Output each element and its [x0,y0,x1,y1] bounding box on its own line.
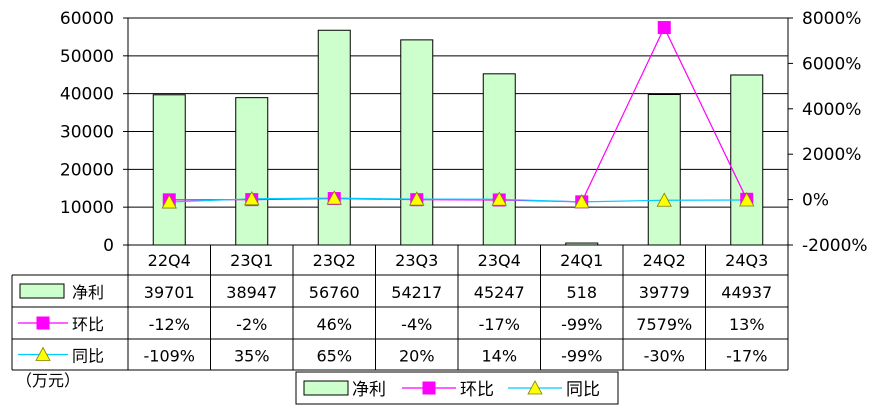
legend: 净利 环比 同比 [295,371,619,405]
left-tick-label: 40000 [60,85,114,105]
table-cell: -99% [561,315,602,334]
category-label: 24Q2 [643,251,686,270]
category-label: 22Q4 [148,251,191,270]
tongbi-point-23Q3 [409,191,425,206]
right-tick-label: 4000% [802,100,861,120]
line-series [161,21,755,209]
gridlines [128,17,788,208]
bar-22Q4 [152,94,186,246]
table-cell: 39701 [144,283,195,302]
category-label: 24Q1 [560,251,603,270]
data-table: 22Q4 23Q1 23Q2 23Q3 23Q4 24Q1 24Q2 24Q3 净利 39701 3… [11,245,789,371]
series-name: 净利 [72,283,104,302]
table-cell: 38947 [226,283,277,302]
table-cell: 65% [316,347,352,366]
category-label: 23Q3 [395,251,438,270]
right-axis: -2000% 0% 2000% 4000% 6000% 8000% [788,9,868,256]
left-tick-label: 50000 [60,47,114,67]
left-tick-label: 20000 [60,160,114,180]
table-cell: -2% [236,315,267,334]
table-cell: -17% [726,347,767,366]
table-cell: 14% [481,347,517,366]
table-cell: -17% [479,315,520,334]
table-key-marker [36,316,50,330]
table-cell: -99% [561,347,602,366]
bar-23Q2 [317,29,351,246]
legend-label: 净利 [352,380,386,400]
tongbi-point-23Q1 [244,190,260,206]
tongbi-point-22Q4 [161,194,177,209]
right-tick-label: 8000% [802,9,861,29]
legend-label: 环比 [460,380,494,400]
table-cell: 56760 [309,283,360,302]
table-cell: 518 [566,283,597,302]
left-tick-label: 10000 [60,198,114,218]
tongbi-point-24Q1 [574,194,590,209]
table-cell: 46% [316,315,352,334]
table-cell: -109% [143,347,195,366]
table-cell: 54217 [391,283,442,302]
unit-label: （万元） [16,371,80,390]
tongbi-point-23Q4 [491,191,507,206]
left-axis: 0 10000 20000 30000 40000 50000 60000 [60,9,128,256]
table-cell: 39779 [639,283,690,302]
table-cell: 13% [729,315,765,334]
right-tick-label: 0% [802,191,829,211]
category-label: 23Q1 [230,251,273,270]
category-label: 23Q4 [478,251,521,270]
tongbi-point-24Q2 [656,192,672,207]
legend-box [295,371,619,405]
tongbi-point-24Q3 [739,192,755,207]
left-tick-label: 0 [103,236,114,256]
series-name: 环比 [72,315,104,334]
table-cell: -4% [401,315,432,334]
category-label: 23Q2 [313,251,356,270]
bar-23Q4 [482,73,516,246]
right-tick-label: 6000% [802,54,861,74]
table-cell: 20% [399,347,435,366]
line-huanbi [169,26,748,203]
category-label: 24Q3 [725,251,768,270]
left-tick-label: 60000 [60,9,114,29]
table-cell: 35% [234,347,270,366]
legend-key-bar [303,380,349,396]
legend-key-marker [527,380,543,395]
table-cell: -12% [149,315,190,334]
series-name: 同比 [72,347,104,366]
bar-23Q3 [400,39,434,246]
table-cell: 7579% [636,315,692,334]
bar-series [152,29,764,246]
bar-23Q1 [235,97,269,246]
table-cell: -30% [644,347,685,366]
tongbi-point-23Q2 [326,190,342,205]
legend-label: 同比 [566,380,600,400]
table-key-bar [19,283,65,299]
left-tick-label: 30000 [60,123,114,143]
line-tongbi [169,197,747,203]
table-key-marker [35,346,51,361]
right-tick-label: 2000% [802,145,861,165]
bar-24Q3 [730,74,764,246]
legend-key-marker [422,381,436,395]
table-cell: 44937 [721,283,772,302]
table-cell: 45247 [474,283,525,302]
huanbi-point-24Q2 [657,21,671,35]
bar-24Q2 [647,94,681,246]
right-tick-label: -2000% [802,236,868,256]
